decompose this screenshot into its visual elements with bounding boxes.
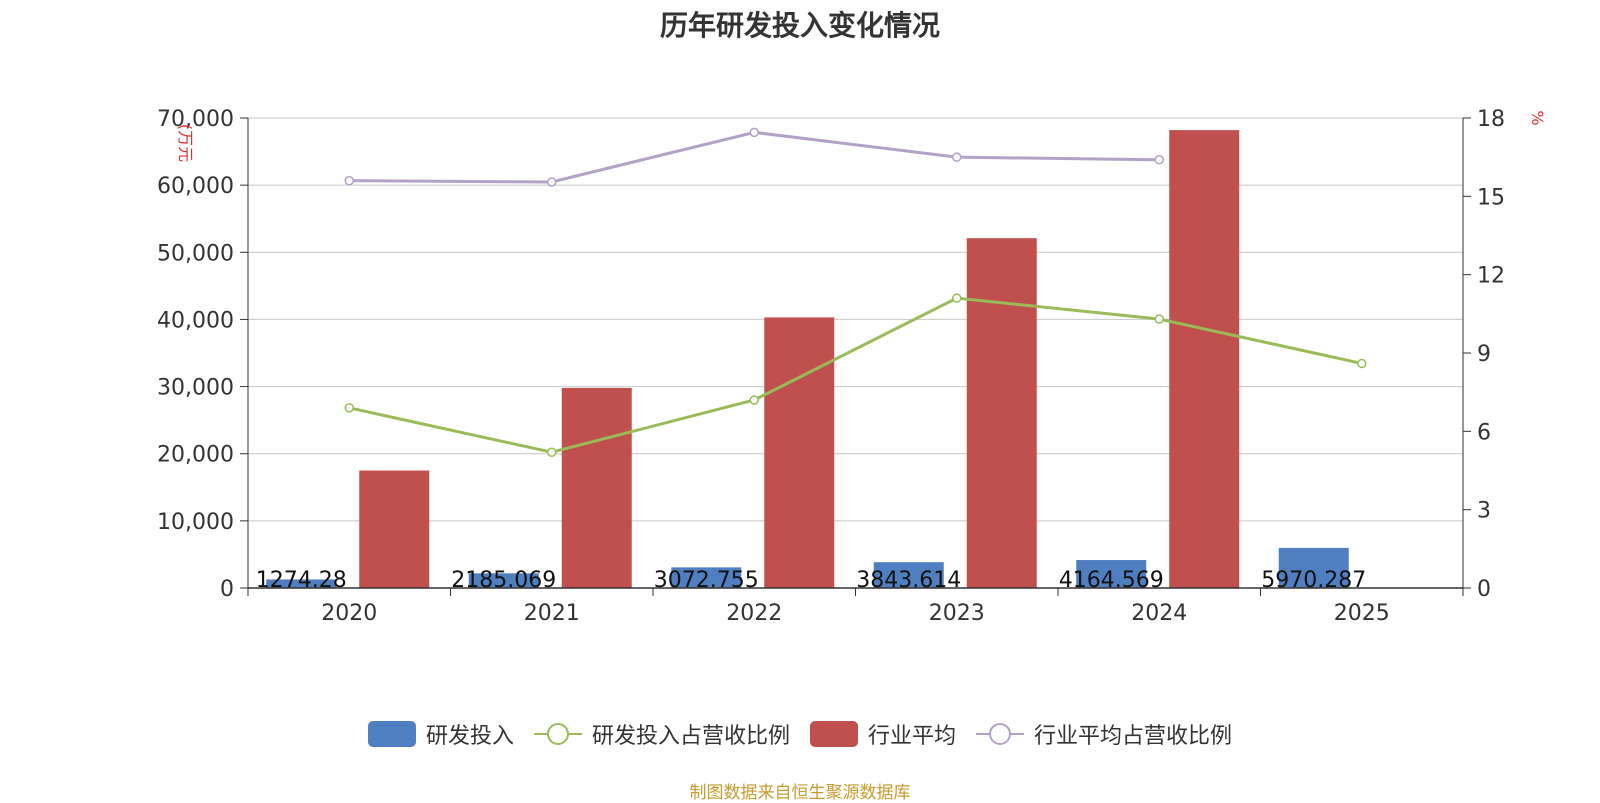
legend-item[interactable]: 行业平均占营收比例 xyxy=(976,718,1232,750)
bar-rd-investment xyxy=(468,573,539,588)
y-right-tick-label: 9 xyxy=(1477,342,1491,367)
bar-rd-investment xyxy=(1278,547,1349,588)
y-left-tick-label: 60,000 xyxy=(157,174,234,199)
y-left-tick-label: 30,000 xyxy=(157,376,234,401)
bar-industry-average xyxy=(1169,130,1240,589)
point-industry-ratio xyxy=(1154,155,1164,165)
y-right-tick-label: 18 xyxy=(1477,107,1505,132)
y-left-tick-label: 40,000 xyxy=(157,308,234,333)
y-left-tick-label: 50,000 xyxy=(157,241,234,266)
line-industry-ratio xyxy=(349,130,1160,184)
legend-bar-swatch xyxy=(810,721,858,747)
x-tick-label: 2021 xyxy=(524,601,580,626)
point-industry-ratio xyxy=(344,175,354,186)
y-right-tick-label: 0 xyxy=(1477,577,1491,602)
point-rd-ratio xyxy=(547,447,557,457)
bar-industry-average xyxy=(764,317,835,588)
y-right-tick-label: 12 xyxy=(1477,264,1505,289)
point-industry-ratio xyxy=(547,177,557,187)
legend-line-swatch xyxy=(976,721,1025,747)
bar-rd-investment xyxy=(266,579,337,588)
legend-item[interactable]: 研发投入 xyxy=(367,718,514,750)
point-rd-ratio xyxy=(1357,358,1367,369)
bar-data-label: 5970.287 xyxy=(1261,568,1366,593)
bar-rd-investment xyxy=(671,567,742,588)
y-right-tick-label: 3 xyxy=(1477,499,1491,524)
x-tick-label: 2024 xyxy=(1131,601,1187,626)
legend-label: 行业平均 xyxy=(868,724,957,749)
y-right-tick-label: 15 xyxy=(1477,185,1505,210)
line-rd-ratio xyxy=(348,296,1363,454)
x-tick-label: 2020 xyxy=(321,601,377,626)
point-rd-ratio xyxy=(749,395,759,405)
bar-industry-average xyxy=(359,470,430,588)
legend-item[interactable]: 行业平均 xyxy=(810,718,956,750)
bar-data-label: 2185.069 xyxy=(451,568,556,593)
legend-label: 研发投入占营收比例 xyxy=(591,724,790,749)
y-left-tick-label: 0 xyxy=(220,577,234,602)
legend: 研发投入 研发投入占营收比例 行业平均 行业平均占营收比例 xyxy=(0,718,1600,750)
bar-industry-average xyxy=(561,387,632,588)
y-left-tick-label: 70,000 xyxy=(157,107,234,132)
bar-data-label: 3072.755 xyxy=(654,568,759,593)
x-tick-label: 2022 xyxy=(726,601,782,626)
chart-title: 历年研发投入变化情况 xyxy=(659,9,940,42)
y-left-axis-label: (万元 xyxy=(176,124,195,162)
legend-label: 行业平均占营收比例 xyxy=(1034,724,1233,749)
legend-item[interactable]: 研发投入占营收比例 xyxy=(533,718,790,750)
bar-data-label: 4164.569 xyxy=(1059,568,1164,593)
point-industry-ratio xyxy=(952,152,962,162)
y-right-axis-label: % xyxy=(1528,110,1547,125)
data-source-footnote: 制图数据来自恒生聚源数据库 xyxy=(689,783,911,803)
bar-industry-average xyxy=(966,238,1037,588)
point-industry-ratio xyxy=(749,127,759,138)
y-right-tick-label: 6 xyxy=(1477,420,1491,445)
bar-data-label: 1274.28 xyxy=(256,568,347,593)
bar-rd-investment xyxy=(1076,560,1147,588)
legend-label: 研发投入 xyxy=(425,724,514,749)
x-tick-label: 2023 xyxy=(929,601,985,626)
point-rd-ratio xyxy=(344,403,354,413)
point-rd-ratio xyxy=(952,293,962,303)
legend-line-swatch xyxy=(533,721,582,747)
x-tick-label: 2025 xyxy=(1334,601,1390,626)
bar-data-label: 3843.614 xyxy=(856,568,961,593)
y-left-tick-label: 10,000 xyxy=(157,510,234,535)
legend-bar-swatch xyxy=(367,721,416,747)
y-left-tick-label: 20,000 xyxy=(157,443,234,468)
point-rd-ratio xyxy=(1154,314,1164,324)
bar-rd-investment xyxy=(873,562,944,588)
